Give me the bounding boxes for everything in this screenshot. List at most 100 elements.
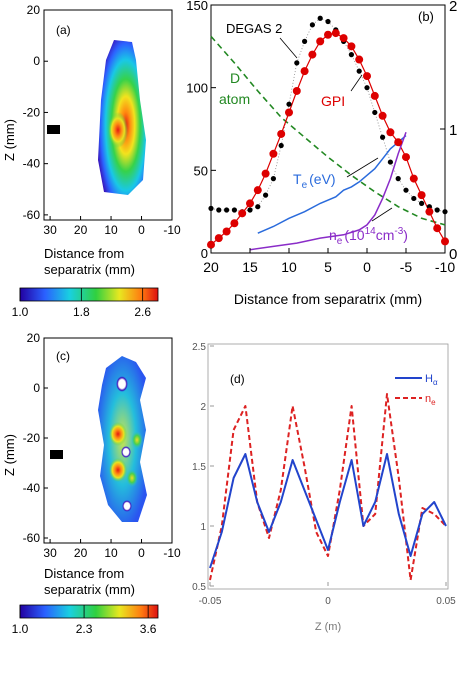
y-tick-label-left: 50 [194, 163, 208, 178]
panel-b-y-ticks-left: 0 50 100 150 [186, 0, 216, 261]
annotation-gpi: GPI [321, 93, 345, 109]
x-tick-label: 20 [203, 259, 219, 275]
degas2-point [387, 159, 393, 165]
gpi-point [409, 174, 418, 183]
degas2-point [309, 22, 315, 28]
gpi-point [339, 34, 348, 43]
panel-c-hole-3 [122, 500, 132, 512]
series-d-atom [210, 35, 446, 226]
degas2-point [348, 52, 354, 58]
panel-c-label: (c) [56, 349, 70, 363]
panel-b-x-ticks: 20 15 10 5 0 -5 -10 [203, 248, 455, 275]
y-tick-label: 0 [33, 54, 40, 68]
panel-a-hotspot [108, 112, 128, 148]
gpi-point [370, 91, 379, 100]
degas2-point [263, 192, 269, 198]
y-tick-label: 20 [27, 331, 41, 345]
y-tick-label-right: 2 [449, 0, 457, 15]
panel-a-colorbar-ticks: 1.0 1.8 2.6 [12, 288, 151, 319]
panel-a-xlabel-line2: separatrix (mm) [44, 262, 135, 277]
annotation-gpi-pointer [350, 74, 363, 92]
y-tick-label: -20 [23, 431, 41, 445]
degas2-point [286, 101, 292, 107]
panel-a-frame [43, 9, 173, 221]
panel-c-y-ticks: 20 0 -20 -40 -60 [23, 331, 48, 545]
gpi-point [222, 227, 231, 236]
annotation-d: D [230, 70, 240, 86]
gpi-point [269, 149, 278, 158]
colorbar-tick-label: 1.0 [12, 305, 29, 319]
x-tick-label: 30 [43, 223, 57, 237]
gpi-point [253, 186, 262, 195]
panel-c-warm-1 [131, 431, 143, 449]
x-tick-label: 10 [104, 223, 118, 237]
degas2-point [356, 68, 362, 74]
panel-a-colorbar [19, 287, 159, 302]
panel-b-series [207, 15, 449, 251]
gpi-point [261, 169, 270, 178]
panel-d-x-ticks: -0.05 0 0.05 [199, 582, 456, 607]
colorbar-tick-label: 1.0 [12, 622, 29, 636]
degas2-point [325, 18, 331, 25]
gpi-point [355, 55, 364, 64]
y-tick-label: 20 [27, 3, 41, 17]
gpi-point [378, 111, 387, 120]
degas2-point [364, 85, 370, 91]
panel-c-frame [43, 337, 173, 544]
x-tick-label: 0 [363, 259, 371, 275]
y-tick-label: -60 [23, 531, 41, 545]
x-tick-label: 10 [104, 546, 118, 560]
gpi-point [300, 67, 309, 76]
panel-c-warm-2 [126, 469, 138, 487]
series-n [209, 393, 447, 581]
degas2-point [231, 207, 237, 213]
x-tick-label: 0 [138, 546, 145, 560]
panel-d-frame [207, 343, 449, 590]
y-tick-label: -40 [23, 157, 41, 171]
x-tick-label: -5 [400, 259, 413, 275]
y-tick-label-left: 0 [201, 246, 208, 261]
panel-a-y-ticks: 20 0 -20 -40 -60 [23, 3, 48, 222]
degas2-point [411, 195, 417, 202]
degas2-point [278, 142, 284, 149]
series-h [209, 453, 447, 569]
panel-c-marker [50, 450, 63, 459]
panel-d-xlabel: Z (m) [315, 621, 341, 633]
panel-c-colorbar-ticks: 1.0 2.3 3.6 [12, 605, 157, 636]
degas2-point [403, 187, 409, 193]
gpi-point [324, 30, 332, 39]
x-tick-label: 20 [74, 223, 88, 237]
degas2-point [247, 207, 253, 213]
x-tick-label: -10 [163, 223, 181, 237]
panel-c-x-ticks: 30 20 10 0 -10 [43, 539, 181, 560]
gpi-point [292, 86, 301, 95]
gpi-point [316, 37, 325, 46]
x-tick-label: 15 [242, 259, 258, 275]
y-tick-label-right: 1 [449, 122, 457, 139]
panel-a-label: (a) [56, 23, 71, 37]
panel-d: -0.05 0 0.05 0.5 1 1.5 2 2.5 (d) Hα ne Z (m) [192, 342, 456, 633]
annotation-degas2-pointer [279, 37, 298, 59]
gpi-point [277, 129, 286, 138]
panel-b-xlabel: Distance from separatrix (mm) [234, 291, 422, 307]
panel-c-hotspot-2 [109, 458, 127, 482]
x-tick-label: 0.05 [436, 596, 456, 607]
degas2-point [224, 207, 230, 213]
degas2-point [395, 176, 401, 182]
gpi-point [308, 50, 317, 59]
gpi-point [425, 207, 434, 216]
colorbar-tick-label: 2.6 [134, 305, 151, 319]
gpi-point [417, 191, 426, 200]
gpi-point [347, 42, 356, 51]
panel-c-xlabel-line1: Distance from [44, 566, 124, 581]
annotation-te-pointer [346, 157, 379, 178]
y-tick-label: 2.5 [192, 342, 206, 353]
gpi-point [386, 128, 395, 137]
panel-a-xlabel-line1: Distance from [44, 246, 124, 261]
gpi-point [214, 234, 223, 243]
x-tick-label: 5 [324, 259, 332, 275]
y-tick-label: -20 [23, 105, 41, 119]
panel-a-x-ticks: 30 20 10 0 -10 [43, 216, 181, 237]
y-tick-label-left: 100 [186, 81, 208, 96]
annotation-te: Te (eV) [293, 171, 336, 191]
